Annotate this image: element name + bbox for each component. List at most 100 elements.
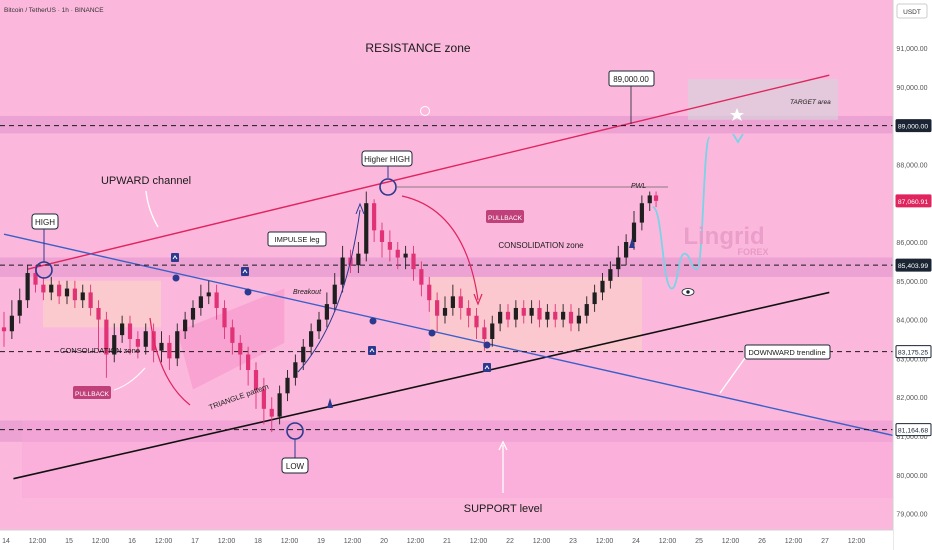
x-tick-label: 24 <box>632 538 640 545</box>
y-tick-label: 79,000.00 <box>896 512 927 519</box>
breakout-label: Breakout <box>293 289 322 296</box>
candle <box>33 273 38 285</box>
pullback-left-arrow <box>149 317 191 406</box>
high-circle <box>35 261 53 279</box>
arrow-badge-icon <box>368 346 376 355</box>
price-tag-box <box>895 423 932 437</box>
price-levels-layer <box>0 125 893 431</box>
rocket-icon-2 <box>629 238 635 248</box>
candle <box>576 315 581 324</box>
high-label-box <box>31 213 59 230</box>
candle <box>340 257 345 285</box>
target-star-icon <box>730 108 744 121</box>
pullback-left-box <box>73 386 111 399</box>
y-tick-label: 86,000.00 <box>896 240 927 247</box>
downward-trendline-label: DOWNWARD trendline <box>748 348 825 357</box>
support-trendline <box>13 291 830 480</box>
price-89k-callout-box <box>608 70 655 87</box>
projection-path <box>652 136 711 290</box>
arrow-glyph-icon <box>242 269 248 274</box>
x-tick-label: 12:00 <box>407 538 425 545</box>
x-tick-label: 15 <box>65 538 73 545</box>
pullback-right-label: PULLBACK <box>488 215 523 222</box>
candle <box>183 319 188 332</box>
candle <box>482 327 487 339</box>
x-tick-label: 18 <box>254 538 262 545</box>
price-89k-callout: 89,000.00 <box>613 75 649 84</box>
support-level-label: SUPPORT level <box>464 503 542 515</box>
rocket-icon <box>327 398 333 408</box>
price-tag-box <box>895 119 932 133</box>
pullback-right-box <box>486 210 524 223</box>
candle <box>647 195 652 204</box>
candle <box>261 389 266 409</box>
candle <box>285 377 290 394</box>
candle <box>96 307 101 320</box>
symbol-title: Bitcoin / TetherUS · 1h · BINANCE <box>4 7 104 14</box>
candle <box>458 296 463 308</box>
candle <box>309 331 314 347</box>
candle <box>490 323 495 339</box>
pullback-left-pointer <box>113 367 146 391</box>
impulse-arrow <box>297 209 361 373</box>
candle <box>57 284 62 297</box>
candle <box>143 331 148 347</box>
candle <box>403 253 408 258</box>
candle <box>653 195 659 201</box>
candle <box>442 307 448 316</box>
candle <box>277 393 282 417</box>
x-tick-label: 19 <box>317 538 325 545</box>
upward-channel-label: UPWARD channel <box>101 175 191 187</box>
upward-channel-line <box>27 74 830 270</box>
candles-layer <box>1 191 659 433</box>
y-tick-label: 80,000.00 <box>896 473 927 480</box>
breakout-point <box>244 288 252 296</box>
candle <box>72 288 77 301</box>
downward-trendline-box <box>744 344 831 360</box>
support-arrowhead <box>498 440 508 451</box>
candle <box>631 222 637 242</box>
impulse-leg-box <box>267 231 327 247</box>
candle <box>592 292 597 305</box>
lingrid-logo-text: Lingrid <box>683 223 764 250</box>
y-tick-label: 84,000.00 <box>896 318 927 325</box>
x-tick-label: 25 <box>695 538 703 545</box>
impulse-leg-label: IMPULSE leg <box>274 235 319 244</box>
zones-layer <box>0 79 893 499</box>
candle <box>238 342 243 355</box>
candle <box>639 203 644 223</box>
x-tick-label: 12:00 <box>722 538 740 545</box>
x-tick-label: 16 <box>128 538 136 545</box>
candle <box>356 253 361 266</box>
candle <box>419 269 424 285</box>
candle <box>230 327 235 343</box>
candle <box>9 315 14 332</box>
candle <box>301 346 306 363</box>
low-label-box <box>281 457 309 474</box>
candle <box>379 230 385 242</box>
candle <box>600 280 605 293</box>
candle <box>411 253 416 270</box>
candle <box>64 288 70 297</box>
currency-badge[interactable] <box>896 3 928 19</box>
eye-pupil-icon <box>686 290 690 294</box>
target-area <box>688 79 838 120</box>
candle <box>498 311 503 324</box>
target-area-label: TARGET area <box>790 99 831 106</box>
candle <box>127 323 133 339</box>
resistance-zone-label: RESISTANCE zone <box>365 41 470 55</box>
candle <box>521 307 526 316</box>
candle <box>49 284 54 293</box>
pullback-right-arrowhead <box>473 293 483 306</box>
x-tick-label: 17 <box>191 538 199 545</box>
pullback-right-arrow <box>401 195 479 301</box>
candle <box>568 311 574 324</box>
x-tick-label: 20 <box>380 538 388 545</box>
x-tick-label: 12:00 <box>848 538 866 545</box>
y-tick-label: 88,000.00 <box>896 162 927 169</box>
candle <box>1 327 7 332</box>
higher-high-box <box>361 150 413 167</box>
downward-trendline-pointer <box>719 357 746 394</box>
